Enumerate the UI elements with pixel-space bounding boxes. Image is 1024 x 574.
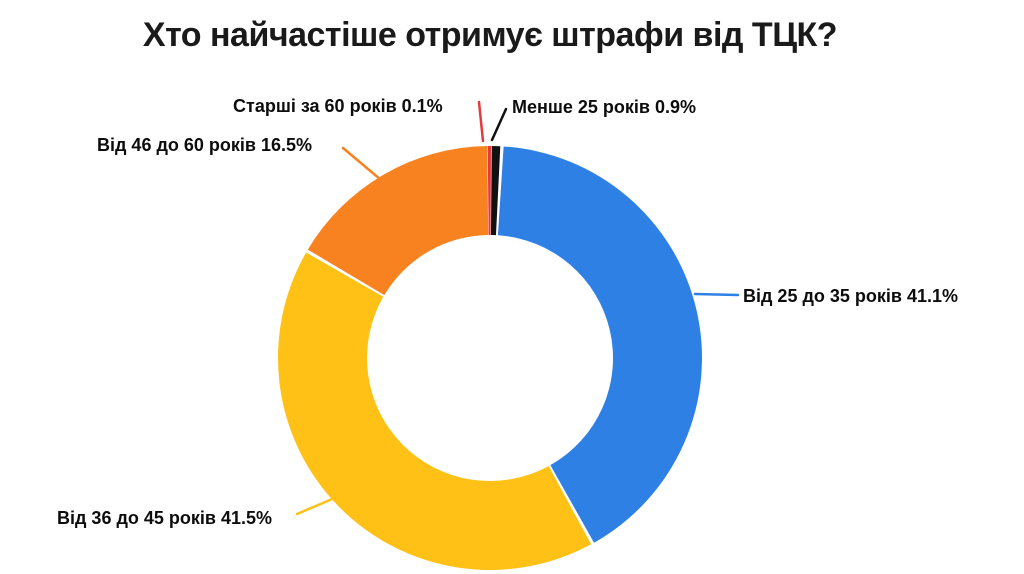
donut-slices [278,146,702,571]
leader-line-25-35 [693,292,740,297]
slice-label-46-60: Від 46 до 60 років 16.5% [97,135,312,155]
donut-slice-1 [497,146,702,543]
leader-lines [295,100,740,516]
slice-label-25-35: Від 25 до 35 років 41.1% [743,286,958,306]
donut-slice-0 [490,146,501,236]
leader-line-46-60 [341,146,389,187]
donut-slice-3 [307,146,489,296]
slice-label-36-45: Від 36 до 45 років 41.5% [57,508,272,528]
leader-line-over-60 [477,100,485,143]
leader-line-under-25 [490,107,508,142]
slice-label-over-60: Старші за 60 років 0.1% [233,96,443,116]
leader-line-36-45 [295,489,353,516]
slice-label-under-25: Менше 25 років 0.9% [512,97,697,117]
donut-slice-2 [278,252,592,571]
chart-title: Хто найчастіше отримує штрафи від ТЦК? [142,16,838,54]
donut-slice-4 [487,146,491,236]
